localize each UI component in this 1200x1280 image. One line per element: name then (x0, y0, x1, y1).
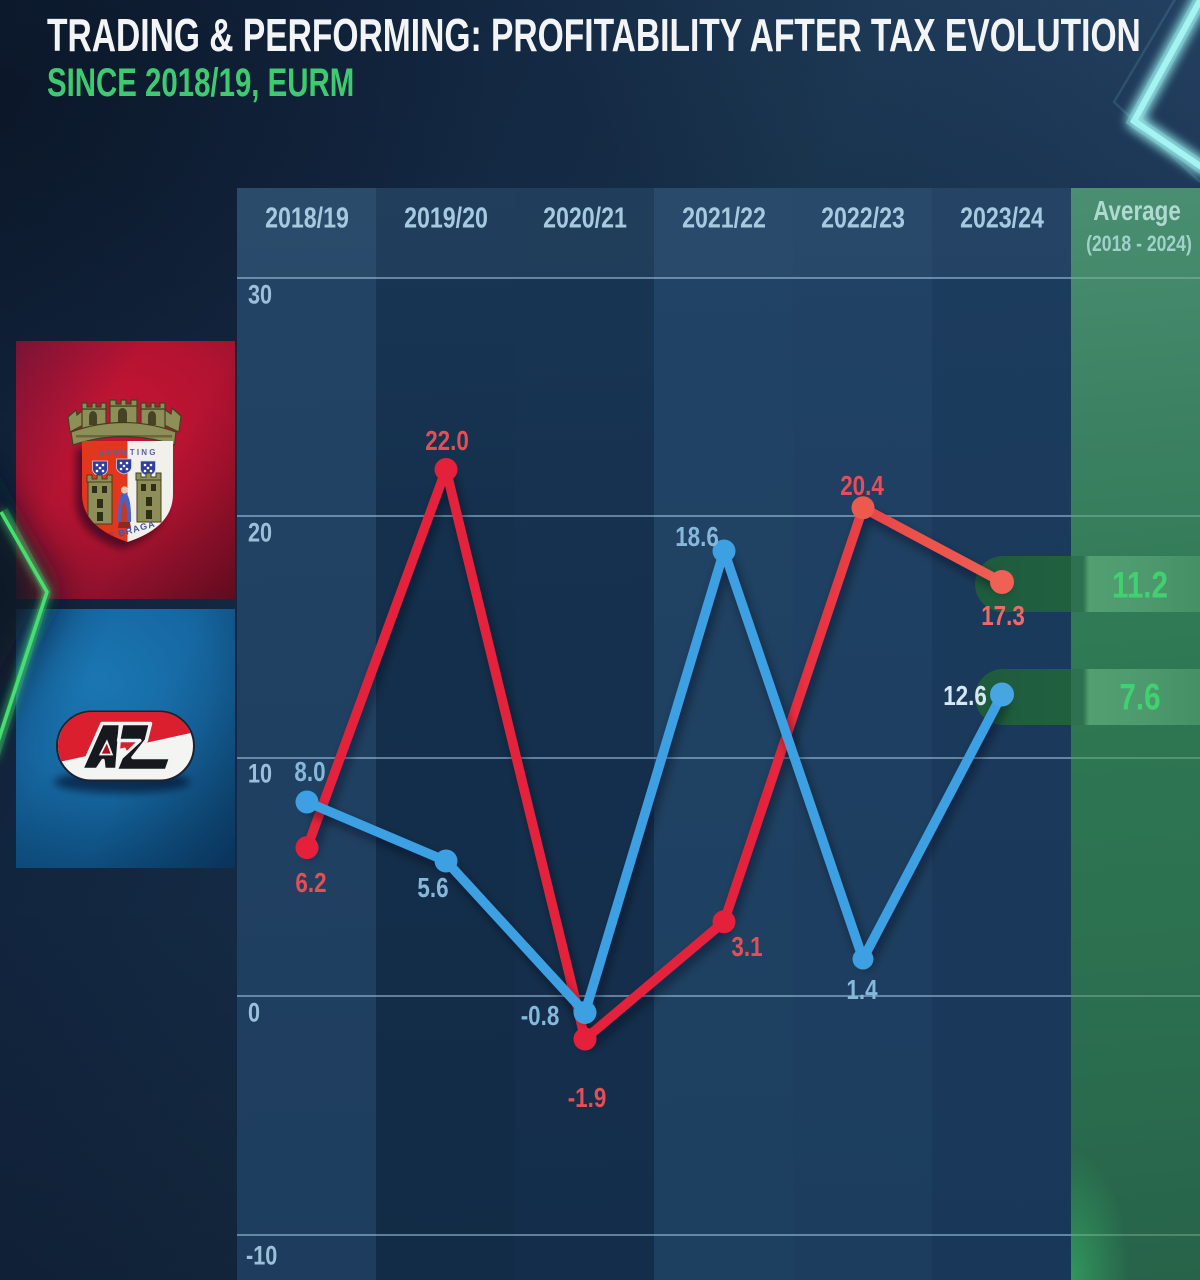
svg-text:SPORTING: SPORTING (98, 448, 157, 457)
